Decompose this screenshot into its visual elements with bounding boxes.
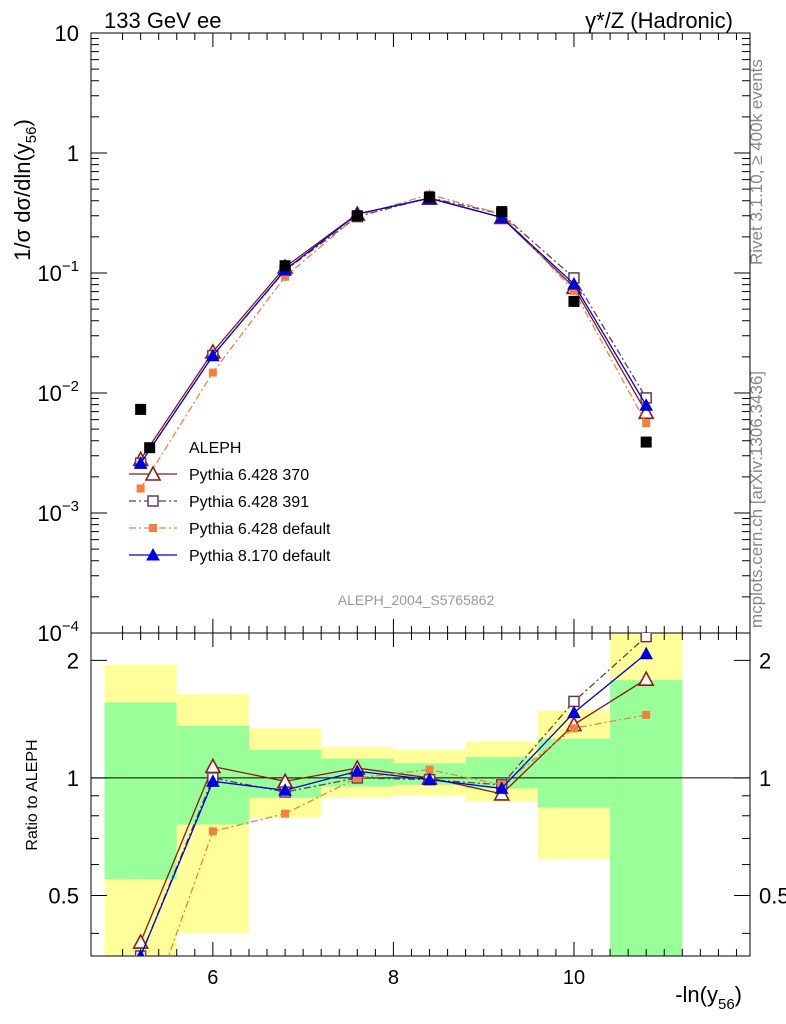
- aleph-data-point: [144, 442, 156, 454]
- inner-band-1: [104, 702, 177, 880]
- main-line-p370: [140, 197, 647, 460]
- ratio-y-tick-label-right: 2: [759, 648, 771, 673]
- main-point-p8: [133, 456, 148, 469]
- ratio-point-pdefault: [208, 827, 217, 836]
- ratio-point-p391: [568, 695, 580, 708]
- mcplots-label: mcplots.cern.ch [arXiv:1306.3436]: [747, 371, 766, 628]
- ratio-point-p8: [639, 646, 654, 660]
- ratio-line-pdefault: [167, 714, 647, 956]
- main-y-axis-label: 1/σ dσ/dln(y56): [10, 119, 40, 261]
- main-y-tick-label: 10−4: [37, 618, 79, 646]
- ratio-point-pdefault: [281, 809, 290, 818]
- main-y-tick-label: 10−1: [37, 258, 79, 286]
- legend-marker-p8: [146, 547, 160, 561]
- svg-text:-ln(y56): -ln(y56): [675, 982, 742, 1013]
- legend-label-pdefault: Pythia 6.428 default: [189, 521, 331, 538]
- main-point-pdefault: [136, 484, 145, 493]
- legend-marker-pdefault: [149, 524, 157, 532]
- ratio-point-p8: [494, 781, 509, 794]
- main-line-pdefault: [140, 193, 647, 489]
- ratio-y-tick-label-left: 2: [67, 648, 79, 673]
- main-point-p8: [567, 276, 581, 290]
- ratio-point-p8: [278, 783, 292, 796]
- aleph-data-point: [279, 260, 291, 272]
- ratio-series-group: [132, 633, 655, 956]
- ratio-line-p391: [140, 636, 647, 956]
- legend: ALEPH Pythia 6.428 370 Pythia 6.428 391 Py…: [129, 440, 331, 565]
- ratio-y-tick-label-left: 1: [67, 766, 79, 791]
- main-point-p8: [639, 398, 654, 411]
- aleph-data-point: [496, 206, 508, 218]
- axis-ticks: [91, 32, 750, 956]
- aleph-data-point: [640, 436, 652, 448]
- main-point-pdefault: [281, 272, 290, 281]
- ratio-line-p8: [140, 653, 647, 956]
- x-axis-label: -ln(y56): [675, 982, 742, 1013]
- legend-marker-p391: [147, 495, 159, 507]
- main-point-pdefault: [208, 368, 217, 377]
- main-point-p8: [206, 348, 220, 362]
- ratio-point-p370: [132, 933, 149, 949]
- aleph-data-point: [135, 403, 147, 415]
- main-series-group: [132, 189, 655, 493]
- main-y-tick-label: 10: [55, 21, 79, 46]
- aleph-data-point: [568, 295, 580, 307]
- main-point-pdefault: [569, 286, 578, 295]
- ratio-y-tick-label-right: 0.5: [759, 884, 786, 909]
- legend-title: ALEPH: [189, 440, 241, 457]
- ratio-point-p8: [567, 705, 581, 719]
- ratio-point-p8: [136, 948, 145, 956]
- x-tick-label-6: 6: [207, 967, 218, 989]
- legend-label-p370: Pythia 6.428 370: [189, 467, 309, 484]
- ratio-y-axis-label: Ratio to ALEPH: [24, 739, 41, 850]
- uncertainty-bands: [104, 633, 683, 956]
- ratio-point-pdefault: [353, 773, 362, 782]
- main-line-p391: [140, 196, 647, 464]
- main-y-tick-label: 10−3: [37, 498, 79, 526]
- ratio-point-p391: [640, 633, 652, 643]
- ratio-point-p8: [350, 764, 365, 777]
- ratio-point-p370: [637, 670, 655, 686]
- energy-label: 133 GeV ee: [104, 8, 221, 33]
- ratio-point-pdefault: [642, 710, 651, 719]
- rivet-version-label: Rivet 3.1.10, ≥ 400k events: [747, 59, 766, 265]
- main-y-tick-label: 1: [67, 141, 79, 166]
- main-line-p8: [140, 197, 647, 464]
- main-y-tick-label: 10−2: [37, 378, 79, 406]
- legend-label-p391: Pythia 6.428 391: [189, 494, 309, 511]
- x-tick-label-10: 10: [563, 967, 585, 989]
- aleph-data-point: [424, 191, 436, 203]
- ratio-y-tick-label-right: 1: [759, 766, 771, 791]
- ratio-plot-frame: [90, 632, 751, 957]
- ratio-y-tick-label-left: 0.5: [48, 884, 79, 909]
- aleph-data-point: [351, 210, 363, 222]
- ratio-point-p8: [422, 772, 437, 786]
- svg-text:1/σ dσ/dln(y56): 1/σ dσ/dln(y56): [10, 119, 40, 261]
- ratio-line-p370: [140, 678, 647, 943]
- legend-label-p8: Pythia 8.170 default: [189, 548, 331, 565]
- main-point-p370: [637, 403, 655, 420]
- x-tick-label-8: 8: [388, 967, 399, 989]
- ratio-point-pdefault: [425, 765, 434, 774]
- analysis-watermark: ALEPH_2004_S5765862: [338, 592, 495, 608]
- process-label: γ*/Z (Hadronic): [585, 8, 733, 33]
- legend-marker-p370: [144, 465, 162, 481]
- ratio-point-pdefault: [569, 724, 578, 733]
- main-plot-frame: [90, 32, 751, 634]
- inner-band-7: [537, 738, 611, 808]
- ratio-point-p8: [206, 774, 220, 787]
- main-point-pdefault: [642, 419, 651, 428]
- inner-band-8: [610, 680, 683, 956]
